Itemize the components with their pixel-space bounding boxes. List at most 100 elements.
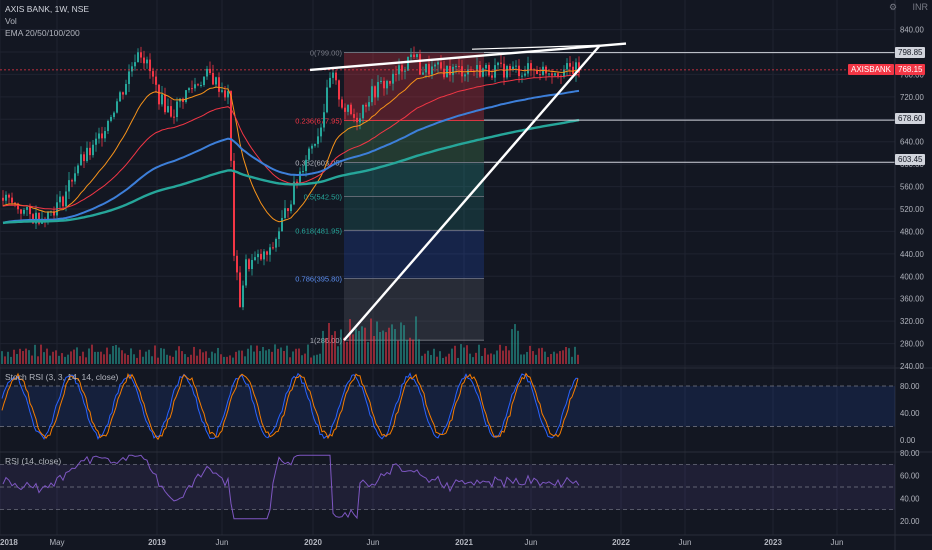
price-axis-label: 240.00	[900, 362, 925, 371]
candle-body	[413, 54, 415, 58]
volume-bar	[223, 356, 225, 364]
volume-bar	[463, 347, 465, 364]
candle-body	[131, 66, 133, 72]
candle-body	[338, 80, 340, 100]
volume-bar	[343, 337, 345, 364]
ema-label: EMA 20/50/100/200	[5, 28, 80, 38]
rsi-axis-label: 20.00	[900, 517, 920, 526]
time-axis-label: 2022	[612, 538, 630, 547]
volume-bar	[496, 350, 498, 364]
candle-body	[287, 208, 289, 212]
volume-bar	[271, 351, 273, 364]
candle-body	[476, 65, 478, 72]
candle-body	[239, 272, 241, 308]
volume-bar	[517, 330, 519, 364]
volume-bar	[295, 348, 297, 364]
volume-bar	[151, 356, 153, 364]
volume-bar	[172, 356, 174, 364]
candle-body	[317, 136, 319, 144]
volume-bar	[91, 344, 93, 364]
volume-bar	[268, 349, 270, 364]
candle-body	[185, 90, 187, 102]
volume-bar	[427, 350, 429, 364]
candle-body	[104, 131, 106, 139]
volume-bar	[16, 354, 18, 364]
candle-body	[410, 54, 412, 57]
candle-body	[62, 196, 64, 207]
candle-body	[293, 181, 295, 205]
rsi-axis-label: 80.00	[900, 449, 920, 458]
rsi-line	[2, 454, 580, 520]
price-axis-label: 840.00	[900, 26, 925, 35]
stoch-band	[0, 386, 895, 427]
candle-body	[74, 173, 76, 182]
volume-bar	[214, 353, 216, 364]
volume-bar	[385, 332, 387, 364]
candle-body	[272, 247, 274, 249]
volume-bar	[502, 350, 504, 364]
volume-bar	[220, 354, 222, 364]
volume-bar	[373, 336, 375, 364]
candle-body	[527, 63, 529, 74]
volume-bar	[547, 357, 549, 364]
level-tag-798: 798.85	[895, 47, 926, 58]
candle-body	[254, 257, 256, 261]
candle-body	[350, 104, 352, 115]
volume-bar	[280, 347, 282, 364]
candle-body	[515, 65, 517, 67]
candle-body	[572, 66, 574, 74]
candle-body	[80, 154, 82, 166]
candle-body	[353, 114, 355, 118]
candle-body	[101, 133, 103, 139]
volume-bar	[148, 349, 150, 364]
candle-body	[47, 211, 49, 223]
candle-body	[335, 72, 337, 81]
candle-body	[539, 74, 541, 76]
volume-bar	[358, 330, 360, 364]
price-axis-label: 280.00	[900, 340, 925, 349]
candle-body	[554, 73, 556, 76]
volume-bar	[466, 345, 468, 364]
volume-bar	[196, 355, 198, 364]
volume-bar	[511, 329, 513, 364]
volume-bar	[55, 350, 57, 364]
candle-body	[431, 66, 433, 75]
ema200-line	[2, 118, 580, 225]
candle-body	[518, 65, 520, 77]
volume-bar	[346, 341, 348, 364]
candle-body	[362, 104, 364, 119]
candle-body	[368, 102, 370, 107]
upper-trendline	[309, 42, 627, 72]
volume-bar	[202, 352, 204, 364]
volume-bar	[28, 350, 30, 364]
candle-body	[383, 80, 385, 89]
stoch-d-line	[1, 372, 579, 441]
gear-icon[interactable]: ⚙	[889, 2, 898, 12]
time-axis-label: May	[49, 538, 64, 547]
time-axis-label: Jun	[679, 538, 692, 547]
candle-body	[251, 260, 253, 270]
candle-body	[83, 154, 85, 162]
candle-body	[359, 118, 361, 123]
volume-bar	[460, 344, 462, 364]
volume-bar	[7, 351, 9, 364]
candle-body	[329, 77, 331, 88]
candle-body	[575, 62, 577, 74]
fib-zone	[344, 230, 484, 279]
candle-body	[11, 197, 13, 203]
volume-bar	[235, 351, 237, 364]
volume-bar	[457, 357, 459, 364]
volume-bar	[58, 355, 60, 364]
level-tag-678: 678.60	[895, 113, 926, 124]
volume-bar	[493, 354, 495, 364]
price-axis-label: 560.00	[900, 183, 925, 192]
time-axis-label: Jun	[367, 538, 380, 547]
candle-body	[416, 54, 418, 58]
volume-bar	[163, 348, 165, 364]
candle-body	[347, 104, 349, 112]
volume-bar	[400, 322, 402, 364]
candle-body	[506, 65, 508, 78]
volume-bar	[208, 357, 210, 364]
candle-body	[509, 65, 511, 70]
